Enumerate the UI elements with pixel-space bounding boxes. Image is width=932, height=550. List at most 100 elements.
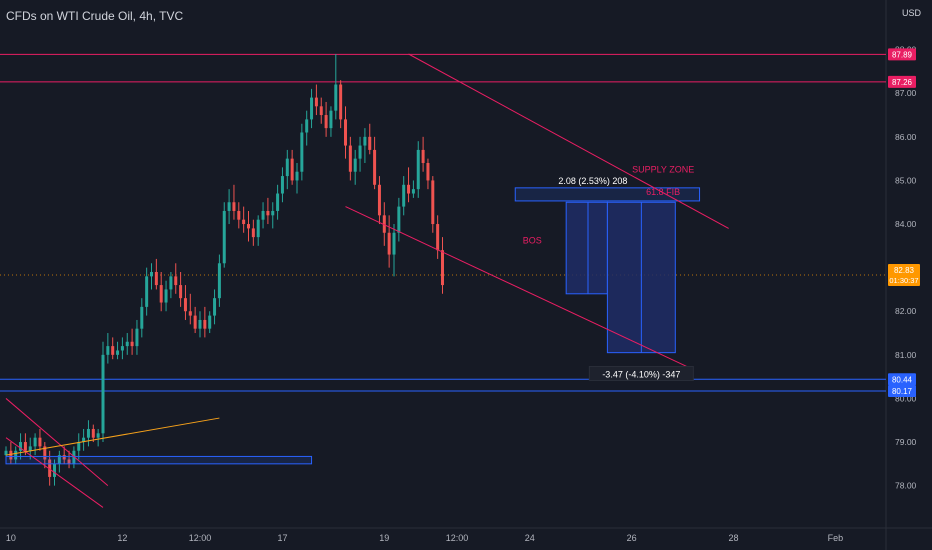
candle-body (53, 463, 56, 477)
y-tick-label: 85.00 (895, 175, 917, 185)
chart-annotation: SUPPLY ZONE (632, 165, 694, 175)
candle-body (295, 171, 299, 181)
y-tick-label: 81.00 (895, 350, 917, 360)
candle-body (48, 459, 52, 477)
candle-body (271, 210, 275, 216)
trendline (5, 398, 109, 487)
price-label: 80.44 (892, 375, 913, 384)
y-tick-label: 82.00 (895, 306, 917, 316)
trendline (408, 53, 729, 229)
price-label-tag (888, 48, 916, 61)
candle-body (193, 315, 197, 329)
candle-body (247, 224, 250, 229)
x-tick-label: Feb (828, 533, 844, 543)
candle-body (116, 350, 120, 355)
candle-body (314, 97, 318, 107)
candle-body (33, 437, 37, 447)
price-label: 87.26 (892, 78, 913, 87)
measure-label: -3.47 (-4.10%) -347 (602, 369, 680, 379)
x-tick-label: 28 (728, 533, 738, 543)
axes-layer: 78.0079.0080.0081.0082.0083.0084.0085.00… (6, 45, 920, 543)
candle-body (436, 224, 440, 251)
candle-body (14, 450, 18, 460)
candle-body (431, 180, 435, 225)
candle-body (4, 450, 8, 456)
candle-body (348, 145, 352, 172)
candle-body (96, 433, 100, 438)
candle-body (227, 202, 231, 211)
y-tick-label: 86.00 (895, 132, 917, 142)
candle-body (140, 306, 144, 329)
candle-body (237, 210, 241, 220)
candle-body (135, 328, 139, 347)
candle-body (441, 250, 444, 286)
candle-body (416, 149, 420, 190)
candles-layer (4, 54, 444, 486)
candle-body (290, 158, 294, 181)
x-tick-label: 10 (6, 533, 16, 543)
candle-body (353, 158, 357, 172)
candle-body (164, 289, 168, 303)
candle-body (111, 346, 115, 355)
candle-body (344, 119, 347, 146)
y-tick-label: 84.00 (895, 219, 917, 229)
candle-body (179, 285, 183, 299)
y-tick-label: 79.00 (895, 437, 917, 447)
candle-body (67, 459, 71, 464)
x-tick-label: 12:00 (189, 533, 212, 543)
x-tick-label: 24 (525, 533, 535, 543)
candle-body (305, 119, 309, 133)
trendline (5, 437, 104, 508)
chart-title: CFDs on WTI Crude Oil, 4h, TVC (6, 9, 184, 23)
candle-body (203, 319, 207, 329)
price-label-tag (888, 385, 916, 398)
x-tick-label: 12 (117, 533, 127, 543)
candle-body (120, 346, 124, 351)
candle-body (101, 354, 105, 434)
trendline (345, 206, 691, 369)
candle-body (154, 272, 158, 286)
candle-body (23, 442, 27, 451)
price-label-tag (888, 373, 916, 386)
candle-body (256, 219, 260, 238)
candle-body (217, 263, 221, 299)
x-tick-label: 12:00 (446, 533, 469, 543)
drawings-layer: SUPPLY ZONE 61.8 FIB 2.08 (2.53%) 208 BOS -3… (5, 53, 729, 508)
candle-body (319, 106, 323, 116)
candle-body (334, 84, 338, 111)
candle-body (159, 285, 163, 303)
chart-annotation: BOS (523, 236, 542, 246)
candle-body (363, 136, 367, 146)
candle-body (329, 110, 333, 129)
candle-body (150, 272, 153, 277)
candle-body (198, 319, 202, 329)
candle-body (242, 219, 246, 225)
candle-body (276, 193, 280, 211)
measure-box (565, 201, 608, 295)
candle-body (77, 442, 81, 451)
candle-body (130, 341, 134, 347)
candle-body (266, 210, 270, 216)
current-price-tag (888, 264, 920, 287)
candle-body (324, 115, 328, 129)
candle-body (300, 132, 304, 172)
x-tick-label: 26 (627, 533, 637, 543)
y-tick-label: 80.00 (895, 393, 917, 403)
price-label-tag (888, 75, 916, 88)
candle-body (392, 232, 396, 255)
zone-rectangle (5, 455, 313, 465)
candle-body (421, 149, 425, 163)
currency-label: USD (902, 8, 922, 18)
candle-body (208, 315, 212, 329)
candle-body (373, 149, 377, 185)
candle-body (57, 455, 61, 464)
chart-annotation: 2.08 (2.53%) 208 (558, 176, 627, 186)
candle-body (402, 184, 406, 207)
candle-body (169, 276, 173, 290)
candle-body (72, 450, 76, 464)
candle-body (387, 232, 391, 255)
candle-body (382, 215, 386, 233)
current-price-label: 82.83 (894, 266, 915, 275)
measure-label-box (588, 365, 694, 381)
